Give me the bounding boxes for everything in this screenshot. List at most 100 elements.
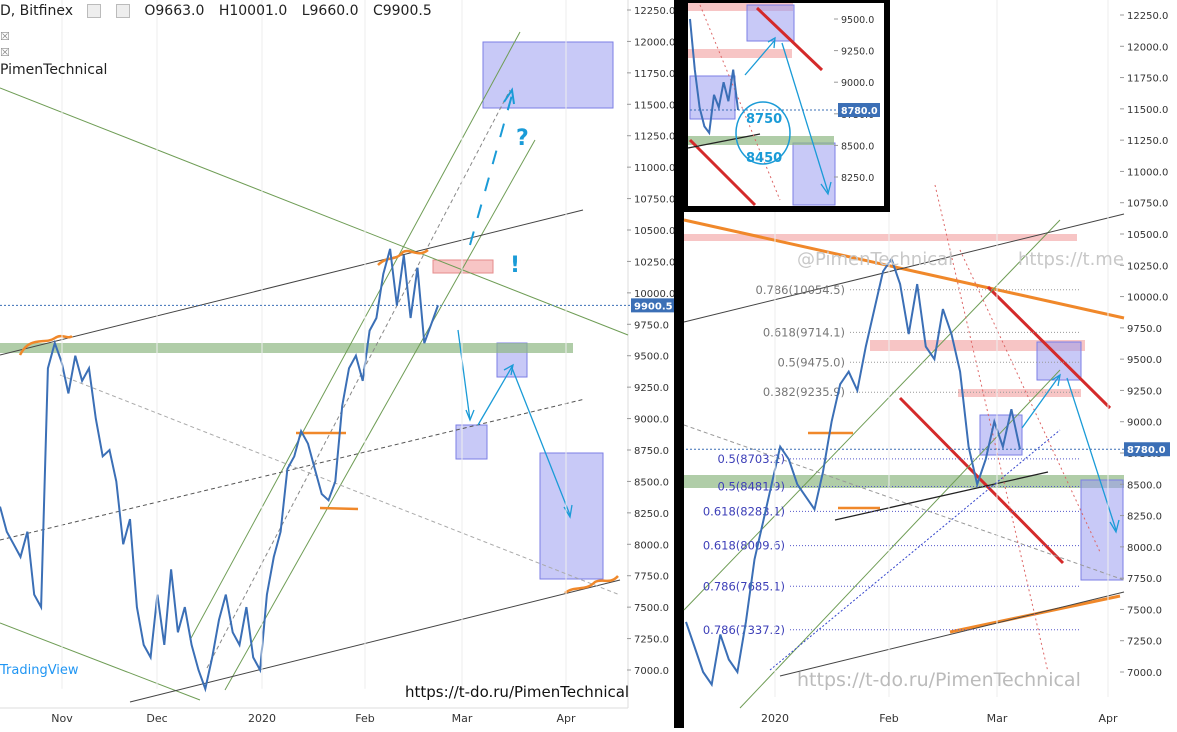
current-price-badge-main: 9900.5 [0, 298, 677, 313]
right-dashed-desc [683, 424, 1125, 581]
main-tick-label: 9250.0 [634, 383, 669, 394]
watermark-author: @PimenTechnical [797, 249, 954, 270]
right-price-line [685, 256, 1021, 688]
fib-level-label: 0.382(9235.9) [763, 385, 845, 399]
main-x-label: Feb [355, 712, 374, 725]
main-tick-label: 8000.0 [634, 540, 669, 551]
red-line-upper [986, 285, 1112, 410]
red-line-lower [898, 396, 1065, 565]
orange-level-low [319, 506, 359, 511]
main-tick-label: 9750.0 [634, 320, 669, 331]
inset-tick-label: 9500.0 [841, 15, 874, 26]
inset-price-series [689, 18, 739, 136]
orange-marker-top-left [18, 334, 73, 356]
right-current-price-bg [1124, 442, 1170, 457]
inset-current-price-label: 8780.0 [841, 106, 878, 117]
main-time-axis: Nov Dec 2020 Feb Mar Apr [51, 0, 576, 725]
main-tick-label: 7000.0 [634, 666, 669, 677]
main-tick-label: 8750.0 [634, 446, 669, 457]
arrow-up-1 [477, 364, 514, 426]
url-left[interactable]: https://t-do.ru/PimenTechnical [405, 683, 630, 701]
inset-support-zone [688, 136, 834, 145]
right-orange-resistance [683, 218, 1125, 320]
channel-lower [224, 139, 536, 691]
support-zone [0, 343, 573, 353]
main-tick-label: 11500.0 [634, 100, 675, 111]
fib-level-label: 0.618(8009.6) [703, 539, 785, 553]
right-tick-label: 12250.0 [1127, 11, 1168, 22]
settings-icon[interactable] [87, 4, 102, 18]
right-tick-label: 9250.0 [1127, 386, 1162, 397]
watermark-url: https://t.me [1018, 249, 1124, 270]
right-price-axis: 7000.0 7250.0 7500.0 7750.0 8000.0 8250.0 8500… [1120, 11, 1168, 679]
right-tick-label: 11750.0 [1127, 74, 1168, 85]
main-tick-label: 8250.0 [634, 509, 669, 520]
lower-channel-left [0, 622, 201, 701]
right-frame-left [674, 0, 684, 728]
right-x-label: Mar [987, 712, 1008, 725]
right-resistance-zone-low [958, 389, 1081, 397]
main-tick-label: 10750.0 [634, 195, 675, 206]
study-toggle-icon[interactable]: ☒ [0, 30, 10, 43]
tradingview-logo[interactable]: TradingView [0, 663, 79, 678]
inset-tick-label: 9000.0 [841, 78, 874, 89]
inset-tick-label: 8500.0 [841, 141, 874, 152]
annotation-exclamation: ! [510, 253, 520, 278]
main-tick-label: 11000.0 [634, 163, 675, 174]
resistance-trendline [0, 209, 584, 356]
main-x-label: 2020 [248, 712, 276, 725]
right-tick-label: 7750.0 [1127, 574, 1162, 585]
current-price-badge-right: 8780.0 [686, 442, 1170, 457]
right-resistance-zone-mid [870, 340, 1085, 351]
format-icon[interactable] [115, 4, 130, 18]
url-right[interactable]: https://t-do.ru/PimenTechnical [797, 669, 1081, 691]
dashed-descending [59, 374, 621, 596]
right-tick-label: 12000.0 [1127, 42, 1168, 53]
inset-red-line-upper [755, 6, 824, 72]
arrow-down-1 [457, 329, 471, 421]
inset-arrow-head-up [767, 36, 776, 49]
fib-level-label: 0.786(7685.1) [703, 579, 785, 593]
orange-marker-peak [377, 248, 429, 266]
right-tick-label: 7500.0 [1127, 605, 1162, 616]
arrow-head-4 [503, 87, 515, 105]
orange-marker-right [564, 575, 619, 595]
symbol-label: D, Bitfinex [0, 3, 74, 19]
inset-arrow-up [744, 39, 776, 76]
right-tick-label: 10500.0 [1127, 230, 1168, 241]
inset-label-8750: 8750 [746, 112, 782, 127]
inset-red-line-lower [688, 138, 757, 207]
inset-red-zone-mid [688, 49, 792, 58]
main-drawings [0, 31, 629, 703]
inset-label-8450: 8450 [746, 151, 782, 166]
right-tick-label: 7000.0 [1127, 668, 1162, 679]
right-tick-label: 8500.0 [1127, 480, 1162, 491]
ohlc-close: C9900.5 [372, 3, 432, 19]
author-label: PimenTechnical [0, 62, 108, 78]
arrow-head-2 [503, 363, 514, 376]
inset-tick-label: 9250.0 [841, 47, 874, 58]
fib-level-label: 0.5(9475.0) [777, 355, 845, 369]
ohlc-low: L9660.0 [301, 3, 359, 19]
right-price-series [685, 256, 1021, 688]
right-resistance-trendline [683, 213, 1125, 323]
right-tick-label: 9750.0 [1127, 324, 1162, 335]
main-tick-label: 10250.0 [634, 257, 675, 268]
chart-header: D, Bitfinex O9663.0 H10001.0 L9660.0 C99… [0, 3, 442, 19]
right-drawings [683, 184, 1125, 709]
right-tick-label: 8000.0 [1127, 543, 1162, 554]
main-tick-label: 12250.0 [634, 6, 675, 17]
main-tick-label: 10500.0 [634, 226, 675, 237]
main-x-label: Nov [51, 712, 73, 725]
inset-arrow-down [781, 42, 829, 193]
right-current-price-label: 8780.0 [1127, 445, 1166, 456]
inset-red-dotted [699, 4, 781, 201]
study-toggle-icon-2[interactable]: ☒ [0, 46, 10, 59]
right-tick-label: 11000.0 [1127, 167, 1168, 178]
right-lower-trendline [779, 591, 1125, 677]
ohlc-high: H10001.0 [218, 3, 288, 19]
right-arrow-head-down [1109, 519, 1120, 534]
right-red-dotted-2 [959, 249, 1101, 553]
right-support-zone [684, 475, 1124, 488]
